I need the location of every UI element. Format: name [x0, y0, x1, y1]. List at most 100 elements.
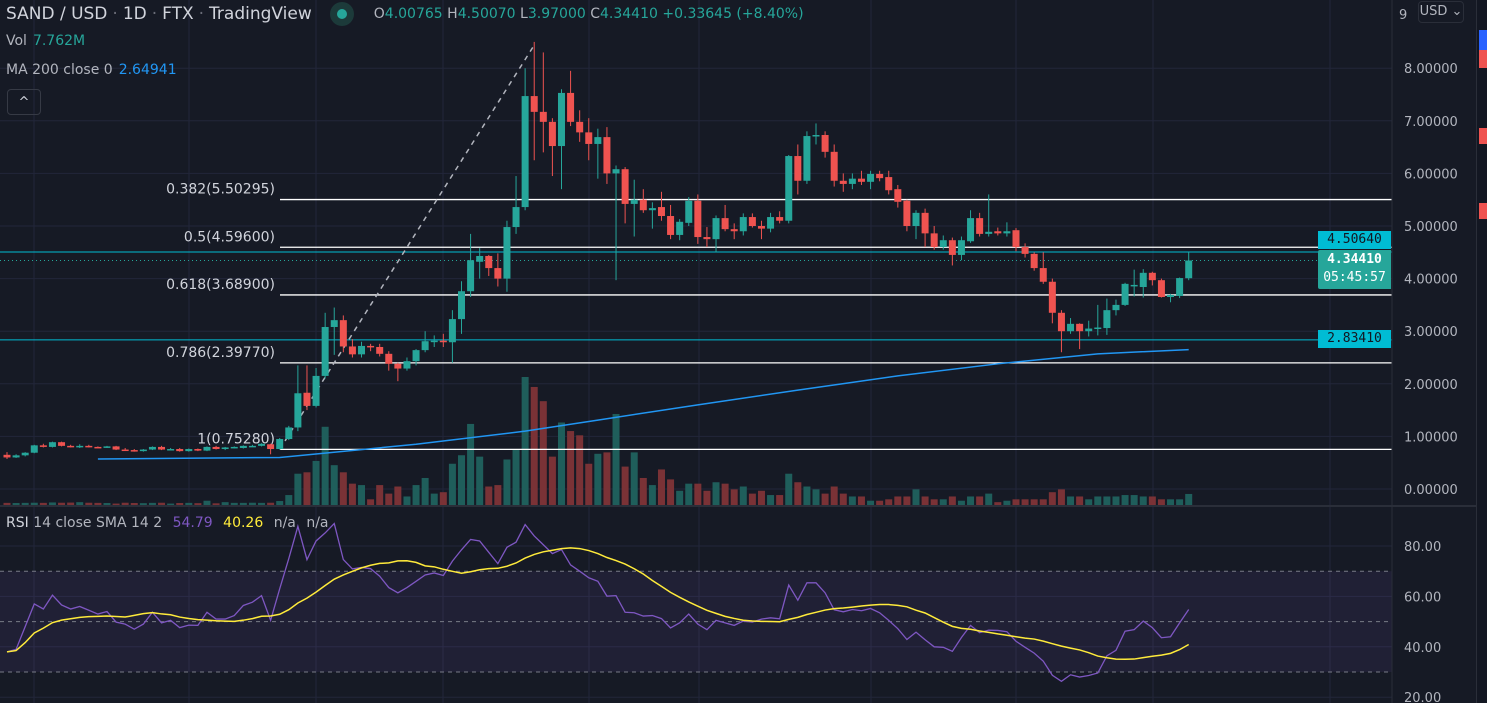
- candle-body: [1176, 278, 1184, 296]
- volume-bar: [1176, 499, 1184, 505]
- rsi-legend[interactable]: RSI 14 close SMA 14 2 54.79 40.26 n/a n/…: [6, 515, 329, 531]
- volume-bar: [794, 482, 802, 505]
- volume-bar: [176, 503, 184, 505]
- toolbar-marker[interactable]: [1479, 203, 1487, 219]
- candle-body: [358, 345, 366, 355]
- fib-retracement[interactable]: 0.382(5.50295) 0.5(4.59600) 0.618(3.68900)…: [166, 44, 1392, 451]
- volume-bar: [1012, 499, 1020, 505]
- candle-body: [467, 260, 475, 292]
- price-axis-label: 3.00000: [1404, 325, 1458, 340]
- volume-bar: [1085, 499, 1093, 505]
- candle-body: [1012, 230, 1020, 248]
- candle-body: [594, 137, 602, 144]
- candle-body: [521, 96, 529, 208]
- candle-body: [1030, 253, 1038, 269]
- candle-body: [785, 156, 793, 221]
- volume-bar: [567, 431, 575, 505]
- volume-bar: [358, 485, 366, 505]
- last-price-badge: 4.34410 05:45:57: [1318, 250, 1391, 289]
- volume-bar: [494, 485, 502, 505]
- volume-bar: [385, 493, 393, 505]
- candle-body: [167, 449, 175, 451]
- candle-body: [512, 207, 520, 228]
- volume-bar: [294, 473, 302, 505]
- toolbar-marker[interactable]: [1479, 30, 1487, 60]
- volume-bar: [903, 496, 911, 505]
- candle-body: [885, 177, 893, 191]
- ma-legend[interactable]: MA 200 close 0 2.64941: [6, 62, 177, 78]
- open-value: 4.00765: [384, 6, 443, 22]
- volume-bar: [48, 502, 56, 505]
- candle-body: [1121, 283, 1129, 305]
- candle-body: [503, 227, 511, 279]
- collapse-legend-button[interactable]: ^: [7, 89, 41, 115]
- volume-bar: [976, 496, 984, 505]
- candle-body: [685, 200, 693, 223]
- volume-bar: [303, 472, 311, 505]
- candle-body: [139, 449, 147, 452]
- candle-body: [1067, 323, 1075, 332]
- candle-body: [1085, 328, 1093, 332]
- candle-body: [439, 340, 447, 343]
- candle-body: [376, 346, 384, 354]
- volume-bar: [1039, 499, 1047, 505]
- volume-bar: [467, 423, 475, 505]
- candle-body: [285, 427, 293, 440]
- candle-body: [803, 136, 811, 181]
- candle-body: [294, 393, 302, 428]
- horizontal-lines[interactable]: [0, 251, 1392, 341]
- volume-bar: [857, 496, 865, 505]
- price-axis[interactable]: 9 8.00000 7.00000 6.00000 5.00000 4.00000 3.00…: [1399, 8, 1458, 703]
- volume-bar: [1057, 489, 1065, 505]
- volume-bar: [130, 503, 138, 505]
- candle-body: [321, 326, 329, 376]
- volume-bar: [803, 486, 811, 505]
- toolbar-marker[interactable]: [1479, 128, 1487, 144]
- candle-body: [985, 231, 993, 234]
- candle-body: [857, 178, 865, 182]
- price-axis-label: 6.00000: [1404, 167, 1458, 182]
- volume-bar: [1157, 499, 1165, 505]
- candle-body: [1157, 280, 1165, 298]
- interval[interactable]: 1D: [122, 4, 147, 24]
- right-toolbar[interactable]: [1476, 0, 1487, 703]
- volume-bar: [985, 493, 993, 505]
- volume-bar: [230, 502, 238, 505]
- candle-body: [1076, 323, 1084, 332]
- volume-bar: [112, 503, 120, 505]
- candle-body: [194, 449, 202, 451]
- symbol-name[interactable]: SAND / USD: [6, 4, 108, 24]
- volume-bar: [1048, 492, 1056, 505]
- currency-selector[interactable]: USD ⌄: [1418, 1, 1464, 23]
- volume-bar: [1021, 499, 1029, 505]
- volume-bar: [94, 502, 102, 505]
- volume-bar: [694, 483, 702, 505]
- volume-bar: [1076, 496, 1084, 505]
- candle-body: [130, 450, 138, 452]
- volume-bar: [339, 472, 347, 505]
- candle-body: [85, 445, 93, 448]
- candle-body: [830, 151, 838, 181]
- candle-body: [3, 454, 11, 458]
- volume-bar: [312, 460, 320, 505]
- candle-body: [303, 392, 311, 406]
- candle-body: [821, 135, 829, 152]
- volume-bar: [30, 502, 38, 505]
- volume-bar: [267, 502, 275, 505]
- volume-bar: [776, 495, 784, 505]
- candle-body: [312, 375, 320, 406]
- rsi-sma-value: 40.26: [223, 515, 264, 531]
- candle-body: [612, 169, 620, 174]
- toolbar-marker[interactable]: [1479, 50, 1487, 68]
- volume-legend[interactable]: Vol 7.762M: [6, 33, 86, 49]
- rsi-line: [6, 522, 1190, 683]
- rsi-axis-label: 40.00: [1404, 641, 1441, 656]
- volume-bar: [557, 422, 565, 505]
- rsi-axis-label: 20.00: [1404, 691, 1441, 703]
- price-axis-label: 5.00000: [1404, 220, 1458, 235]
- candles: [3, 41, 1193, 460]
- volume-bar: [330, 465, 338, 505]
- candle-body: [367, 345, 375, 348]
- volume-bar: [376, 485, 384, 505]
